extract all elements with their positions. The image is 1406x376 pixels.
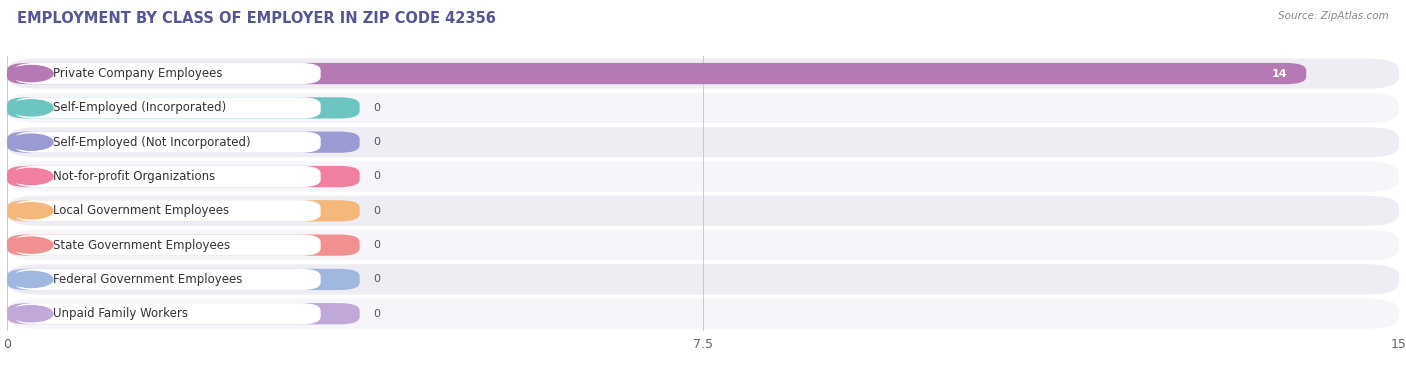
Text: Unpaid Family Workers: Unpaid Family Workers [53, 307, 188, 320]
FancyBboxPatch shape [14, 63, 321, 84]
Text: 0: 0 [374, 171, 381, 182]
Circle shape [10, 306, 53, 322]
FancyBboxPatch shape [7, 269, 360, 290]
FancyBboxPatch shape [7, 161, 1399, 192]
FancyBboxPatch shape [7, 299, 1399, 329]
Text: Federal Government Employees: Federal Government Employees [53, 273, 243, 286]
FancyBboxPatch shape [7, 58, 1399, 89]
FancyBboxPatch shape [7, 230, 1399, 260]
Text: Self-Employed (Not Incorporated): Self-Employed (Not Incorporated) [53, 136, 252, 149]
FancyBboxPatch shape [14, 166, 321, 187]
Text: Not-for-profit Organizations: Not-for-profit Organizations [53, 170, 215, 183]
FancyBboxPatch shape [7, 166, 360, 187]
FancyBboxPatch shape [14, 97, 321, 118]
FancyBboxPatch shape [14, 303, 321, 324]
Text: Self-Employed (Incorporated): Self-Employed (Incorporated) [53, 102, 226, 114]
FancyBboxPatch shape [7, 200, 360, 221]
Text: Private Company Employees: Private Company Employees [53, 67, 224, 80]
FancyBboxPatch shape [14, 235, 321, 256]
FancyBboxPatch shape [7, 93, 1399, 123]
FancyBboxPatch shape [7, 196, 1399, 226]
FancyBboxPatch shape [14, 269, 321, 290]
Circle shape [10, 237, 53, 253]
Text: 14: 14 [1272, 68, 1288, 79]
FancyBboxPatch shape [7, 303, 360, 324]
FancyBboxPatch shape [7, 132, 360, 153]
Circle shape [10, 65, 53, 82]
Text: 0: 0 [374, 206, 381, 216]
Text: Source: ZipAtlas.com: Source: ZipAtlas.com [1278, 11, 1389, 21]
FancyBboxPatch shape [7, 264, 1399, 294]
Text: 0: 0 [374, 103, 381, 113]
Text: 0: 0 [374, 274, 381, 284]
FancyBboxPatch shape [7, 127, 1399, 157]
Text: State Government Employees: State Government Employees [53, 239, 231, 252]
FancyBboxPatch shape [7, 235, 360, 256]
FancyBboxPatch shape [7, 63, 1306, 84]
FancyBboxPatch shape [14, 200, 321, 221]
Text: 0: 0 [374, 309, 381, 319]
FancyBboxPatch shape [7, 97, 360, 118]
Circle shape [10, 134, 53, 150]
Text: 0: 0 [374, 137, 381, 147]
Circle shape [10, 100, 53, 116]
FancyBboxPatch shape [14, 132, 321, 153]
Circle shape [10, 271, 53, 288]
Text: 0: 0 [374, 240, 381, 250]
Circle shape [10, 168, 53, 185]
Circle shape [10, 203, 53, 219]
Text: EMPLOYMENT BY CLASS OF EMPLOYER IN ZIP CODE 42356: EMPLOYMENT BY CLASS OF EMPLOYER IN ZIP C… [17, 11, 496, 26]
Text: Local Government Employees: Local Government Employees [53, 204, 229, 217]
